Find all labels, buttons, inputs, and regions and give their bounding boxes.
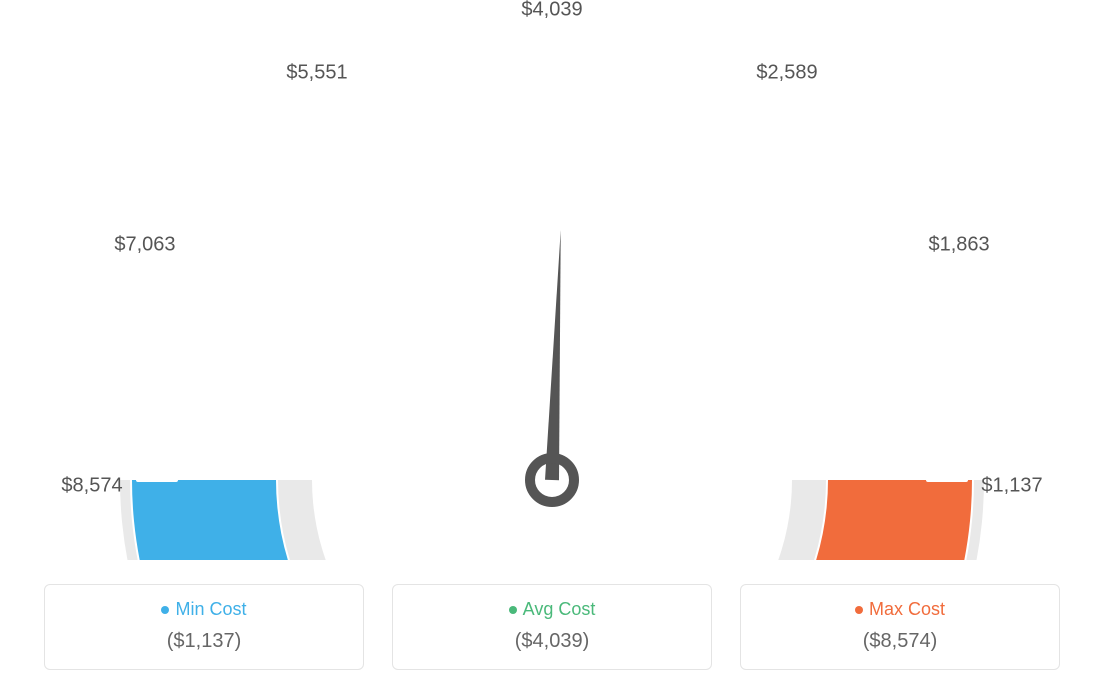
legend-title-max: Max Cost [751,599,1049,620]
legend-card-min: Min Cost ($1,137) [44,584,364,670]
gauge-chart: $1,137 $1,863 $2,589 $4,039 $5,551 $7,063 $8,5… [0,0,1104,560]
legend-label-avg: Avg Cost [523,599,596,619]
gauge-tick-label: $8,574 [61,475,122,498]
legend-label-min: Min Cost [175,599,246,619]
dot-icon [855,606,863,614]
legend-value-max: ($8,574) [751,630,1049,653]
legend-value-avg: ($4,039) [403,630,701,653]
gauge-tick-label: $4,039 [521,0,582,22]
gauge-tick-label: $1,863 [928,234,989,257]
gauge-tick-label: $5,551 [286,61,347,84]
dot-icon [509,606,517,614]
dot-icon [161,606,169,614]
gauge-tick-label: $7,063 [114,234,175,257]
gauge-svg [0,0,1104,560]
legend-label-max: Max Cost [869,599,945,619]
legend-value-min: ($1,137) [55,630,353,653]
gauge-tick-label: $1,137 [981,475,1042,498]
legend-title-avg: Avg Cost [403,599,701,620]
legend-row: Min Cost ($1,137) Avg Cost ($4,039) Max … [0,584,1104,670]
legend-title-min: Min Cost [55,599,353,620]
legend-card-avg: Avg Cost ($4,039) [392,584,712,670]
gauge-tick-label: $2,589 [756,61,817,84]
legend-card-max: Max Cost ($8,574) [740,584,1060,670]
